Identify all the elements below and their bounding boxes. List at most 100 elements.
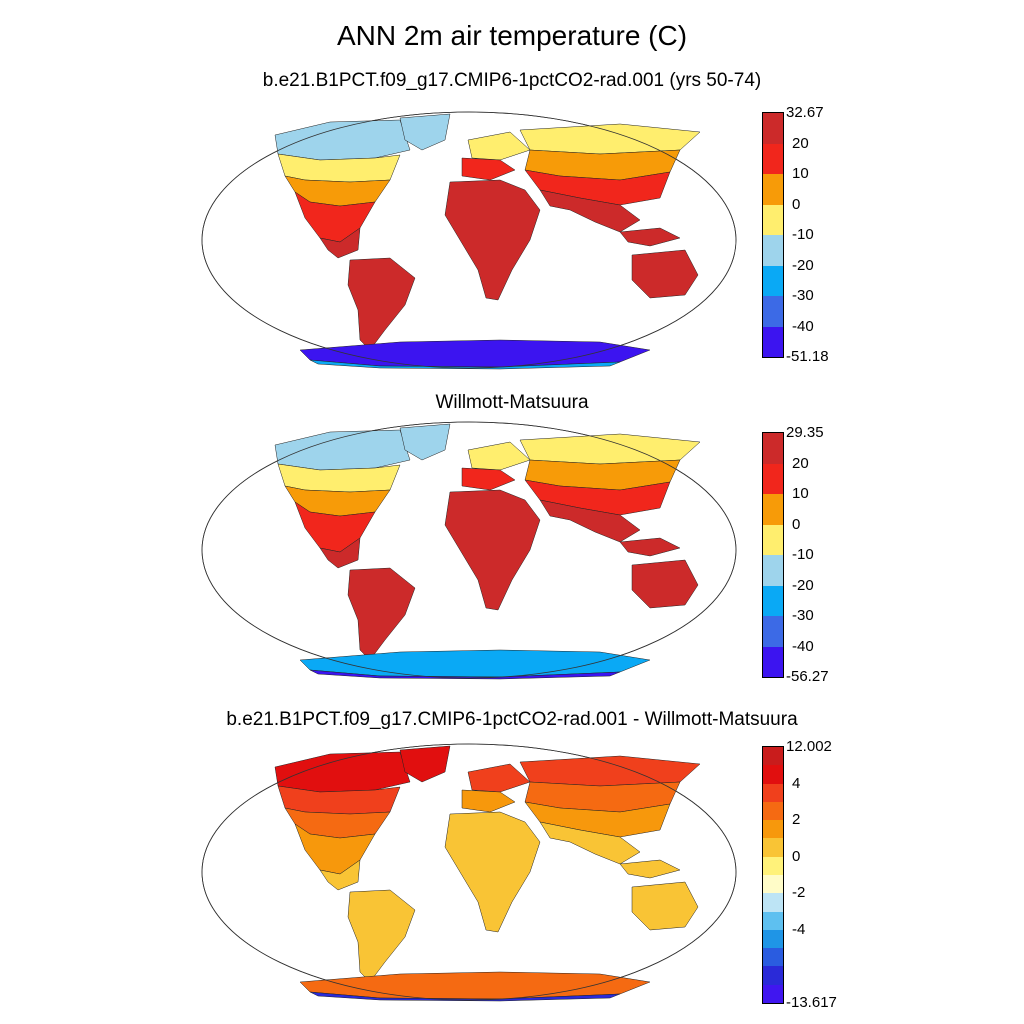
colorbar-tick-label: 0 [792, 847, 801, 865]
colorbar-segment [763, 948, 783, 967]
land-greenland [399, 113, 451, 151]
map-border [201, 743, 737, 1001]
colorbar-tick-label: -13.617 [786, 994, 837, 1011]
colorbar-tick-label: 32.67 [786, 104, 824, 121]
colorbar-tick-label: -30 [792, 287, 814, 304]
colorbar-segment [763, 143, 783, 174]
colorbar-tick-label: 0 [792, 515, 801, 533]
colorbar-tick-label: 29.35 [786, 424, 824, 441]
colorbar-segment [763, 783, 783, 802]
land-central-america [319, 537, 361, 569]
land-antarctica-rim [309, 359, 621, 370]
colorbar-segment [763, 984, 783, 1003]
colorbar-segment [763, 463, 783, 494]
colorbar-segment [763, 524, 783, 555]
colorbar-tick-label: -4 [792, 920, 806, 938]
land-europe-south [461, 157, 516, 181]
colorbar-tick-label: -10 [792, 546, 814, 563]
land-south-america [347, 257, 416, 351]
colorbar-segment [763, 874, 783, 894]
colorbar-segment [763, 911, 783, 930]
land-asia-arctic [519, 433, 701, 465]
colorbar-tick-label: -40 [792, 317, 814, 335]
land-north-america-arctic [274, 429, 411, 471]
colorbar-segment [763, 204, 783, 235]
colorbar-segment [763, 326, 783, 357]
land-south-america [347, 567, 416, 661]
colorbar-tick-label: -30 [792, 607, 814, 624]
panel2-world-map [201, 421, 737, 680]
land-australia [631, 559, 699, 609]
land-north-america-arctic [274, 751, 411, 793]
colorbar-segment [763, 747, 783, 766]
figure-title: ANN 2m air temperature (C) [336, 20, 688, 51]
land-europe-north [467, 763, 531, 793]
colorbar-segment [763, 929, 783, 949]
panel1-colorbar [762, 112, 784, 358]
colorbar-segment [763, 646, 783, 677]
colorbar-segment [763, 555, 783, 586]
panel2-colorbar [762, 432, 784, 678]
land-greenland [399, 745, 451, 783]
panel3-colorbar [762, 746, 784, 1004]
colorbar-tick-label: 4 [792, 774, 801, 792]
land-australia [631, 249, 699, 299]
land-europe-north [467, 441, 531, 471]
panel2-title: Willmott-Matsuura [435, 392, 589, 413]
land-asia-arctic [519, 755, 701, 787]
colorbar-segment [763, 820, 783, 839]
colorbar-tick-label: -56.27 [786, 668, 829, 685]
colorbar-segment [763, 235, 783, 266]
land-antarctica-rim [309, 669, 621, 680]
colorbar-tick-label: -2 [792, 884, 806, 902]
land-antarctica-rim [309, 991, 621, 1002]
colorbar-tick-label: 0 [792, 195, 801, 213]
colorbar-tick-label: 2 [792, 811, 801, 829]
land-africa [444, 811, 541, 933]
colorbar-tick-label: 10 [792, 485, 809, 502]
map-border [201, 421, 737, 679]
colorbar-tick-label: -20 [792, 256, 814, 274]
land-indonesia [619, 227, 681, 247]
colorbar-segment [763, 265, 783, 296]
panel1-title: b.e21.B1PCT.f09_g17.CMIP6-1pctCO2-rad.00… [262, 70, 762, 91]
land-indonesia [619, 537, 681, 557]
land-australia [631, 881, 699, 931]
colorbar-segment [763, 801, 783, 821]
colorbar-segment [763, 966, 783, 985]
colorbar-tick-label: -40 [792, 637, 814, 655]
panel3-world-map [201, 743, 737, 1002]
colorbar-segment [763, 433, 783, 464]
colorbar-tick-label: -51.18 [786, 348, 829, 365]
colorbar-segment [763, 838, 783, 857]
panel1-world-map [201, 111, 737, 370]
land-africa [444, 489, 541, 611]
colorbar-segment [763, 765, 783, 784]
land-europe-north [467, 131, 531, 161]
colorbar-segment [763, 174, 783, 205]
colorbar-tick-label: -20 [792, 576, 814, 594]
colorbar-tick-label: 20 [792, 454, 809, 472]
land-europe-south [461, 467, 516, 491]
land-central-america [319, 859, 361, 891]
colorbar-tick-label: 12.002 [786, 738, 832, 755]
land-north-america-arctic [274, 119, 411, 161]
colorbar-segment [763, 893, 783, 912]
colorbar-tick-label: -10 [792, 226, 814, 243]
map-border [201, 111, 737, 369]
land-europe-south [461, 789, 516, 813]
land-south-america [347, 889, 416, 983]
panel3-title: b.e21.B1PCT.f09_g17.CMIP6-1pctCO2-rad.00… [226, 709, 798, 730]
colorbar-segment [763, 585, 783, 616]
colorbar-tick-label: 10 [792, 165, 809, 182]
colorbar-tick-label: 20 [792, 134, 809, 152]
land-indonesia [619, 859, 681, 879]
colorbar-segment [763, 856, 783, 875]
land-africa [444, 179, 541, 301]
land-asia-arctic [519, 123, 701, 155]
land-greenland [399, 423, 451, 461]
colorbar-segment [763, 113, 783, 144]
colorbar-segment [763, 296, 783, 327]
land-central-america [319, 227, 361, 259]
colorbar-segment [763, 494, 783, 525]
